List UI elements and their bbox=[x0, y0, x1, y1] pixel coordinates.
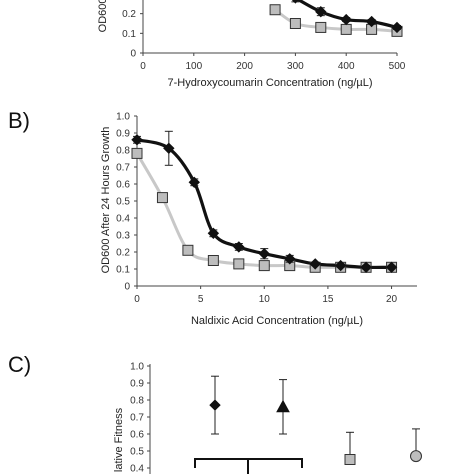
panel-b-y-tick-label: 0.3 bbox=[116, 231, 130, 242]
panel-b-y-tick-label: 0.9 bbox=[116, 129, 130, 140]
panel-c-y-tick-label: 0.8 bbox=[130, 396, 144, 407]
panel-c-point-diamond bbox=[209, 399, 221, 411]
panel-a-point-diamond bbox=[340, 13, 352, 26]
panel-b-point-square bbox=[156, 192, 168, 204]
panel-c-y-tick-label: 0.6 bbox=[130, 430, 144, 441]
panel-b-point-diamond bbox=[233, 241, 245, 253]
panel-b-y-axis-label: OD600 After 24 Hours Growth bbox=[100, 127, 112, 274]
panel-b-point-square bbox=[233, 258, 245, 270]
panel-b-x-tick-label: 0 bbox=[134, 294, 140, 305]
panel-a-point-diamond bbox=[291, 0, 300, 4]
panel-a-point-square bbox=[269, 4, 281, 16]
panel-c-label: C) bbox=[8, 352, 31, 377]
panel-b-x-tick-label: 20 bbox=[386, 294, 398, 305]
panel-b-point-square bbox=[207, 255, 219, 266]
panel-a-x-tick-label: 500 bbox=[389, 61, 406, 72]
panel-a-y-tick-label: 0.1 bbox=[122, 29, 136, 40]
panel-b-point-square bbox=[258, 260, 270, 272]
panel-b-x-tick-label: 10 bbox=[259, 294, 271, 305]
panel-b-y-tick-label: 0 bbox=[124, 282, 130, 293]
panel-c-y-tick-label: 0.4 bbox=[130, 464, 144, 474]
panel-b-y-tick-label: 0.1 bbox=[116, 265, 130, 276]
panel-b-point-diamond bbox=[284, 253, 296, 265]
panel-b-y-tick-label: 1.0 bbox=[116, 112, 130, 123]
panel-b-y-tick-label: 0.7 bbox=[116, 163, 130, 174]
panel-a-x-tick-label: 0 bbox=[140, 61, 146, 72]
panel-a-point-diamond bbox=[365, 15, 378, 28]
panel-b-y-tick-label: 0.8 bbox=[116, 146, 130, 157]
panel-b-label: B) bbox=[8, 108, 30, 133]
panel-b-point-diamond bbox=[309, 258, 321, 270]
panel-b-point-diamond bbox=[131, 134, 143, 146]
panel-b-y-tick-label: 0.6 bbox=[116, 180, 130, 191]
panel-b-x-tick-label: 15 bbox=[322, 294, 334, 305]
panel-a-x-tick-label: 100 bbox=[185, 61, 202, 72]
panel-b-x-tick-label: 5 bbox=[198, 294, 204, 305]
panel-c-y-tick-label: 0.7 bbox=[130, 413, 144, 424]
panel-c-bracket bbox=[194, 458, 303, 474]
panel-b-point-diamond bbox=[360, 261, 372, 274]
panel-a-y-tick-label: 0.2 bbox=[122, 9, 136, 20]
panel-c-chart: 0.4 0.5 0.6 0.7 0.8 0.9 1.0 lative Fitness bbox=[113, 362, 422, 474]
panel-b-point-square bbox=[131, 147, 143, 159]
panel-c-point-triangle bbox=[276, 399, 290, 413]
panel-a-x-axis-label: 7-Hydroxycoumarin Concentration (ng/µL) bbox=[167, 77, 372, 89]
panel-a-y-axis-label: OD600 A bbox=[97, 0, 109, 32]
panel-c-y-tick-label: 0.9 bbox=[130, 379, 144, 390]
panel-b-y-tick-label: 0.5 bbox=[116, 197, 130, 208]
panel-c-y-axis-label: lative Fitness bbox=[113, 407, 125, 472]
panel-c-point-circle bbox=[410, 450, 422, 463]
panel-b-point-diamond bbox=[207, 227, 220, 240]
panel-b-point-diamond bbox=[385, 261, 398, 274]
panel-b-point-diamond bbox=[334, 259, 347, 272]
panel-c-y-tick-label: 0.5 bbox=[130, 447, 144, 458]
panel-a-x-tick-label: 400 bbox=[338, 61, 355, 72]
panel-b-point-square bbox=[182, 244, 194, 256]
panel-b-point-diamond bbox=[163, 142, 175, 155]
panel-c-y-tick-label: 1.0 bbox=[130, 362, 144, 373]
panel-b-y-tick-label: 0.2 bbox=[116, 248, 130, 259]
panel-b-chart: 0 5 10 15 20 0 0.1 0.2 0.3 0.4 0.5 0.6 0.7 0.8 0.9 1.0 N… bbox=[100, 112, 417, 327]
panel-a-point-diamond bbox=[315, 5, 327, 18]
panel-b-point-diamond bbox=[188, 176, 200, 189]
panel-a-x-tick-label: 200 bbox=[236, 61, 253, 72]
panel-a-point-square bbox=[289, 18, 301, 29]
panel-a-point-square bbox=[340, 23, 352, 35]
panel-a-point-diamond bbox=[391, 21, 403, 34]
panel-b-x-axis-label: Naldixic Acid Concentration (ng/µL) bbox=[191, 315, 363, 327]
panel-b-point-diamond bbox=[258, 247, 270, 260]
panel-b-y-tick-label: 0.4 bbox=[116, 214, 130, 225]
panel-a-y-tick-label: 0 bbox=[130, 49, 136, 60]
panel-a-point-square bbox=[315, 21, 327, 33]
panel-c-point-square bbox=[344, 454, 356, 465]
panel-a-x-tick-label: 300 bbox=[287, 61, 304, 72]
panel-a-chart: 0 100 200 300 400 500 0 0.1 0.2 7-Hydroxycoumarin… bbox=[97, 0, 406, 89]
